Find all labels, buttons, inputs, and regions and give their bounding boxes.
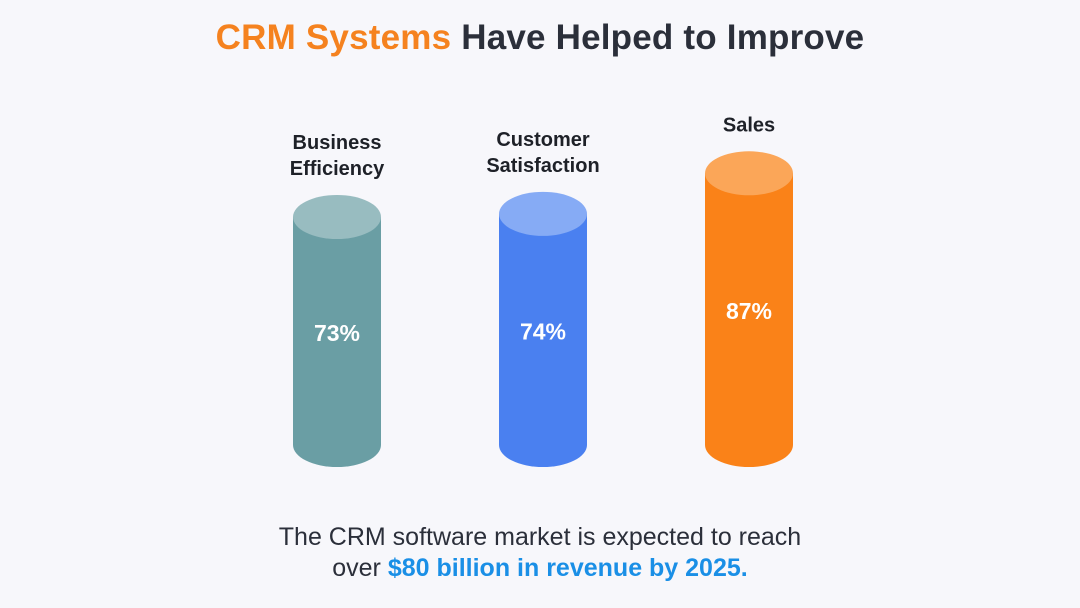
bar-value-label: 74% <box>520 318 566 344</box>
title-rest: Have Helped to Improve <box>461 18 865 57</box>
category-label: Efficiency <box>290 158 385 180</box>
bar-body <box>293 217 381 467</box>
category-label: Business <box>293 132 382 154</box>
footer-line2: over $80 billion in revenue by 2025. <box>0 553 1080 584</box>
title-highlight: CRM Systems <box>215 18 452 57</box>
category-label: Sales <box>723 114 775 136</box>
category-label: Customer <box>496 129 590 151</box>
category-label: Satisfaction <box>486 155 599 177</box>
bar-top-cap <box>293 195 381 239</box>
footer-line1: The CRM software market is expected to r… <box>278 523 802 551</box>
bar-top-cap <box>499 191 587 236</box>
footer-highlight: $80 billion in revenue by 2025. <box>387 554 748 582</box>
bar-2: 74% Customer Satisfaction <box>486 129 600 467</box>
bar-value-label: 87% <box>726 298 772 324</box>
bar-body <box>499 213 587 467</box>
bar-3: 87% Sales <box>705 114 793 467</box>
bar-body <box>705 173 793 467</box>
chart-title: CRM Systems Have Helped to Improve <box>0 18 1080 58</box>
bar-value-label: 73% <box>314 320 360 346</box>
bar-1: 73% Business Efficiency <box>290 132 385 467</box>
footer-note: The CRM software market is expected to r… <box>0 522 1080 584</box>
bar-top-cap <box>705 151 793 196</box>
footer-prefix: over <box>332 554 381 582</box>
